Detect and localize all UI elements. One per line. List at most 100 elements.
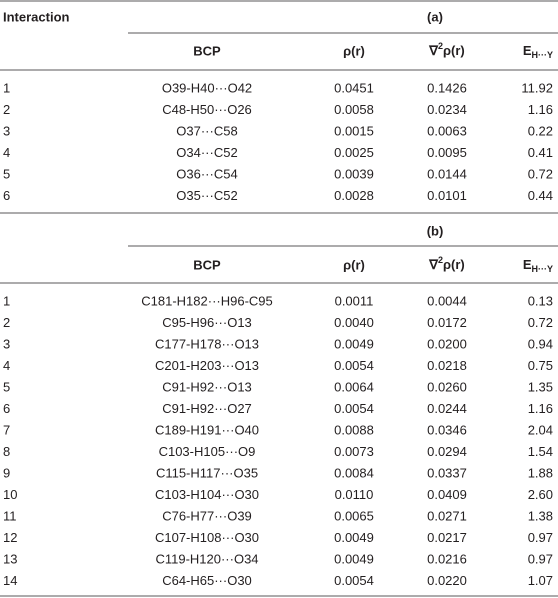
cell: 0.1426 <box>427 80 467 95</box>
header-rho: ρ(r) <box>343 43 365 58</box>
subscript: H···Y <box>532 264 554 274</box>
laplacian-symbol: ∇ <box>428 43 439 58</box>
cell: C119-H120···O34 <box>155 551 258 566</box>
cell: C91-H92···O13 <box>162 379 252 394</box>
header-energy: EH···Y <box>523 257 553 274</box>
cell: 0.0054 <box>334 401 374 416</box>
cell: 0.75 <box>528 358 553 373</box>
cell: C91-H92···O27 <box>162 401 252 416</box>
cell: 8 <box>3 444 10 459</box>
cell: 0.72 <box>528 166 553 181</box>
cell: 0.0101 <box>427 188 467 203</box>
cell: 1.16 <box>528 401 553 416</box>
cell: 0.0095 <box>427 145 467 160</box>
cell: 0.0200 <box>427 336 467 351</box>
cell: 0.0025 <box>334 145 374 160</box>
cell: 0.0346 <box>427 422 467 437</box>
cell: O36···C54 <box>176 166 237 181</box>
cell: 2.04 <box>528 422 553 437</box>
cell: 0.0049 <box>334 530 374 545</box>
cell: 0.0073 <box>334 444 374 459</box>
cell: 5 <box>3 379 10 394</box>
cell: 0.0084 <box>334 465 374 480</box>
cell: 13 <box>3 551 17 566</box>
cell: 0.0409 <box>427 487 467 502</box>
cell: 0.0054 <box>334 573 374 588</box>
cell: C103-H105···O9 <box>159 444 256 459</box>
subscript: H···Y <box>532 50 554 60</box>
cell: 0.0216 <box>427 551 467 566</box>
cell: 0.0271 <box>427 508 467 523</box>
header-energy: EH···Y <box>523 43 553 60</box>
cell: C64-H65···O30 <box>162 573 252 588</box>
cell: 1.54 <box>528 444 553 459</box>
header-bcp: BCP <box>193 43 221 58</box>
laplacian-rest: ρ(r) <box>443 257 465 272</box>
cell: 0.0220 <box>427 573 467 588</box>
cell: 0.97 <box>528 530 553 545</box>
cell: 0.0260 <box>427 379 467 394</box>
cell: 2 <box>3 102 10 117</box>
header-laplacian: ∇2ρ(r) <box>428 41 464 58</box>
section-label: (b) <box>427 223 444 238</box>
cell: 0.0028 <box>334 188 374 203</box>
cell: C76-H77···O39 <box>162 508 252 523</box>
cell: 0.94 <box>528 336 553 351</box>
cell: 0.0064 <box>334 379 374 394</box>
cell: 0.0451 <box>334 80 374 95</box>
cell: 6 <box>3 188 10 203</box>
cell: 6 <box>3 401 10 416</box>
cell: 0.0088 <box>334 422 374 437</box>
cell: 0.0058 <box>334 102 374 117</box>
cell: 0.0049 <box>334 336 374 351</box>
cell: 4 <box>3 145 10 160</box>
cell: 0.0063 <box>427 123 467 138</box>
cell: C103-H104···O30 <box>155 487 259 502</box>
cell: 1 <box>3 293 10 308</box>
cell: 3 <box>3 336 10 351</box>
cell: C107-H108···O30 <box>155 530 259 545</box>
cell: O34···C52 <box>176 145 237 160</box>
cell: 0.41 <box>528 145 553 160</box>
cell: 0.0144 <box>427 166 467 181</box>
cell: 0.0110 <box>335 487 374 502</box>
energy-symbol: E <box>523 257 532 272</box>
cell: 0.0011 <box>335 293 374 308</box>
cell: 0.0015 <box>334 123 374 138</box>
header-bcp: BCP <box>193 257 221 272</box>
cell: 1.07 <box>528 573 553 588</box>
cell: C48-H50···O26 <box>162 102 252 117</box>
superscript: 2 <box>438 41 443 51</box>
cell: 0.0049 <box>334 551 374 566</box>
cell: 0.22 <box>528 123 553 138</box>
cell: 0.72 <box>528 315 553 330</box>
cell: 0.0294 <box>427 444 467 459</box>
laplacian-rest: ρ(r) <box>443 43 465 58</box>
cell: 7 <box>3 422 10 437</box>
cell: 0.0039 <box>334 166 374 181</box>
cell: 0.0337 <box>427 465 467 480</box>
cell: 0.0054 <box>334 358 374 373</box>
header-laplacian: ∇2ρ(r) <box>428 255 464 272</box>
cell: 11 <box>3 508 17 523</box>
cell: 0.44 <box>528 188 553 203</box>
cell: 3 <box>3 123 10 138</box>
cell: 10 <box>3 487 17 502</box>
cell: 1.35 <box>528 379 553 394</box>
cell: 0.97 <box>528 551 553 566</box>
energy-symbol: E <box>523 43 532 58</box>
cell: O39-H40···O42 <box>162 80 252 95</box>
laplacian-symbol: ∇ <box>428 257 439 272</box>
cell: 1.38 <box>528 508 553 523</box>
cell: C115-H117···O35 <box>156 465 258 480</box>
cell: 0.0218 <box>427 358 467 373</box>
cell: 0.13 <box>528 293 553 308</box>
cell: 1.16 <box>528 102 553 117</box>
cell: C95-H96···O13 <box>162 315 252 330</box>
cell: O37···C58 <box>176 123 237 138</box>
cell: 0.0040 <box>334 315 374 330</box>
cell: 0.0244 <box>427 401 467 416</box>
cell: 0.0172 <box>427 315 467 330</box>
cell: 9 <box>3 465 10 480</box>
